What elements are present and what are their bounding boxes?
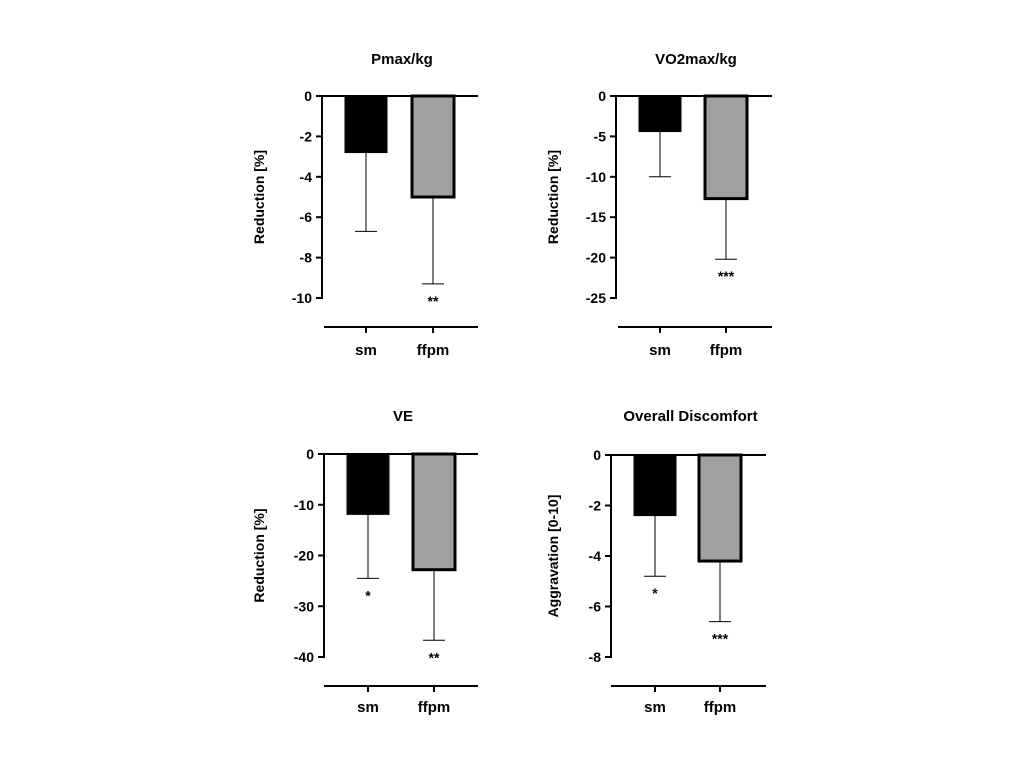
chart-title: VE [393,408,413,425]
y-tick-label: -8 [300,250,313,266]
y-tick-label: -15 [586,209,606,225]
y-tick-label: -10 [292,290,312,306]
y-axis-label: Aggravation [0-10] [545,495,561,618]
y-tick-label: -10 [586,169,606,185]
x-tick-label-ffpm: ffpm [417,342,450,359]
y-tick-label: -6 [300,209,313,225]
significance-marker: *** [712,631,729,647]
y-tick-label: -4 [300,169,313,185]
y-tick-label: -4 [589,548,602,564]
bar-sm [346,453,390,515]
chart-title: Overall Discomfort [623,408,757,425]
y-tick-label: 0 [598,88,606,104]
significance-marker: *** [718,268,735,284]
bar-ffpm [410,94,456,199]
y-tick-label: -20 [586,250,606,266]
y-tick-label: -40 [294,649,314,665]
y-tick-label: -25 [586,290,606,306]
chart-panel-2: VO2max/kg Reduction [%] *** 0 -5 -10 -15 -20 -25… [545,51,772,359]
chart-title: VO2max/kg [655,51,737,68]
y-axis-label: Reduction [%] [251,150,267,244]
y-axis-label: Reduction [%] [545,150,561,244]
x-tick-label-sm: sm [355,342,377,359]
y-tick-label: 0 [304,88,312,104]
x-tick-label-ffpm: ffpm [418,699,451,716]
y-tick-label: -30 [294,598,314,614]
y-tick-label: -2 [589,498,602,514]
y-tick-label: 0 [593,447,601,463]
y-tick-label: -6 [589,599,602,615]
y-tick-label: -5 [594,128,607,144]
x-tick-label-ffpm: ffpm [704,699,737,716]
chart-title: Pmax/kg [371,51,433,68]
bar-sm [633,454,677,517]
y-tick-label: -8 [589,649,602,665]
bar-ffpm [703,94,749,201]
x-tick-label-sm: sm [644,699,666,716]
significance-marker: * [652,585,658,601]
x-tick-label-sm: sm [357,699,379,716]
y-tick-label: -20 [294,548,314,564]
bar-sm [344,95,388,154]
significance-marker: ** [428,293,439,309]
bar-ffpm [411,452,457,572]
y-axis-label: Reduction [%] [251,508,267,602]
y-tick-label: -10 [294,497,314,513]
chart-panel-1: Pmax/kg Reduction [%] ** 0 -2 -4 -6 -8 -10 sm ffpm [251,51,478,359]
x-tick-label-sm: sm [649,342,671,359]
significance-marker: ** [429,649,440,665]
significance-marker: * [365,587,371,603]
bar-sm [638,95,682,133]
bar-ffpm [697,453,743,563]
y-tick-label: 0 [306,446,314,462]
x-tick-label-ffpm: ffpm [710,342,743,359]
y-tick-label: -2 [300,128,313,144]
